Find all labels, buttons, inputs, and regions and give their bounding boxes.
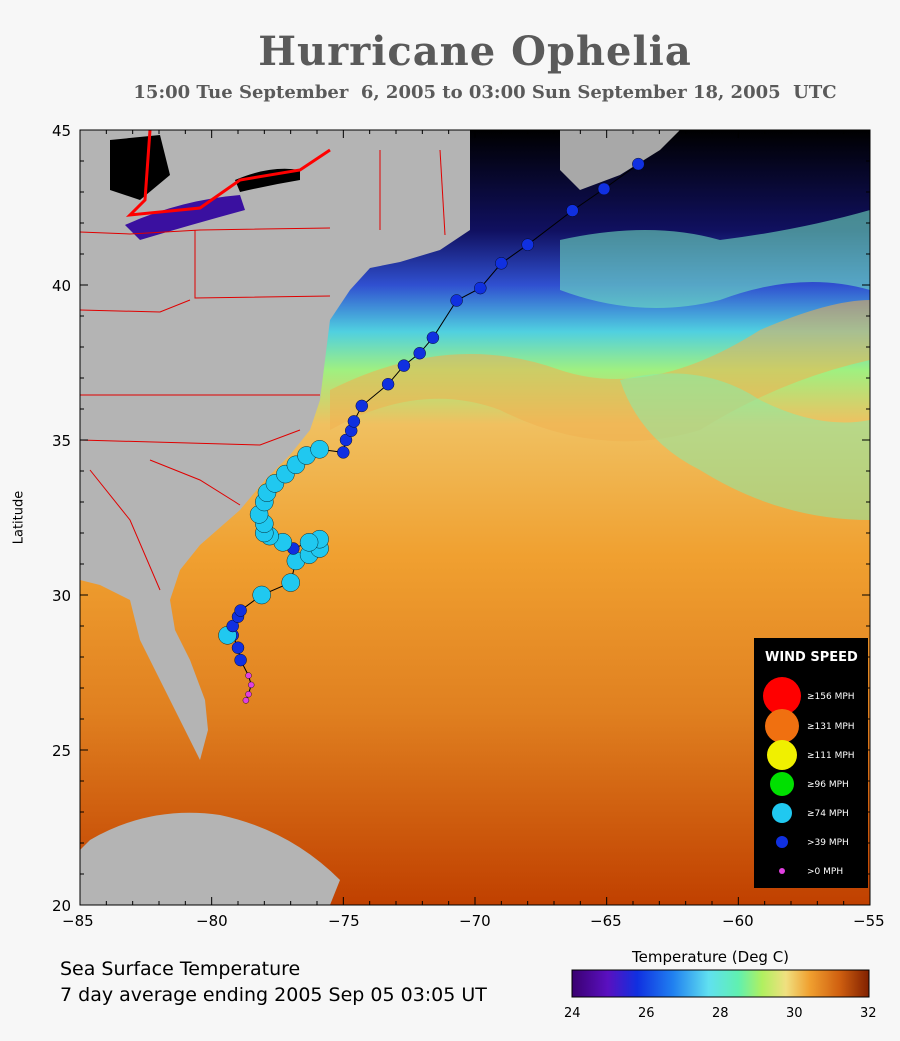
legend-marker-74 bbox=[772, 803, 792, 823]
track-point bbox=[521, 238, 534, 251]
track-point bbox=[281, 573, 300, 592]
track-point bbox=[495, 257, 508, 270]
hurricane-track bbox=[218, 157, 645, 704]
international-boundary bbox=[125, 130, 331, 217]
y-tick-label: 30 bbox=[52, 587, 72, 605]
x-tick-label: −65 bbox=[590, 912, 622, 930]
track-point bbox=[426, 331, 440, 344]
track-point bbox=[231, 641, 245, 654]
colorbar-label: 26 bbox=[638, 1006, 655, 1021]
track-point bbox=[245, 691, 252, 698]
y-tick-label: 35 bbox=[52, 432, 72, 450]
track-point bbox=[347, 415, 361, 428]
legend-title: WIND SPEED bbox=[765, 650, 858, 665]
track-point bbox=[597, 182, 611, 196]
track-point bbox=[566, 204, 579, 217]
mid-ocean-band bbox=[620, 373, 870, 520]
x-tick-label: −55 bbox=[853, 912, 885, 930]
x-tick-label: −75 bbox=[328, 912, 360, 930]
y-tick-label: 20 bbox=[52, 897, 72, 915]
legend-marker-0 bbox=[779, 868, 785, 874]
track-point bbox=[226, 619, 239, 633]
track-point bbox=[632, 157, 645, 171]
land-cuba bbox=[80, 812, 340, 905]
legend-label-39: >39 MPH bbox=[807, 838, 849, 848]
y-tick-label: 45 bbox=[52, 122, 72, 140]
track-point bbox=[242, 697, 250, 704]
track-point bbox=[355, 399, 368, 413]
track-point bbox=[337, 446, 350, 459]
legend-label-96: ≥96 MPH bbox=[807, 780, 849, 790]
land-north-america bbox=[80, 130, 470, 760]
legend-label-111: ≥111 MPH bbox=[807, 751, 855, 761]
track-point bbox=[245, 672, 252, 679]
track-point bbox=[474, 281, 487, 295]
colorbar bbox=[571, 969, 870, 998]
lake-ontario bbox=[235, 168, 300, 192]
legend-marker-111 bbox=[767, 740, 797, 770]
legend-marker-96 bbox=[770, 772, 794, 796]
legend-label-131: ≥131 MPH bbox=[807, 722, 855, 732]
land-maritimes bbox=[560, 130, 680, 190]
caption-line1: Sea Surface Temperature bbox=[60, 958, 301, 980]
legend-marker-131 bbox=[765, 709, 799, 743]
lake-erie bbox=[125, 195, 245, 240]
y-tick-label: 25 bbox=[52, 742, 72, 760]
track-point bbox=[397, 359, 411, 372]
legend-marker-156 bbox=[763, 677, 801, 715]
map-subtitle: 15:00 Tue September 6, 2005 to 03:00 Sun… bbox=[133, 82, 837, 103]
track-point bbox=[234, 653, 247, 667]
x-tick-label: −85 bbox=[62, 912, 94, 930]
legend-label-0: >0 MPH bbox=[807, 867, 843, 877]
great-lake bbox=[110, 135, 170, 200]
colorbar-title: Temperature (Deg C) bbox=[632, 948, 790, 966]
axis-ticks bbox=[79, 129, 871, 906]
legend-label-74: ≥74 MPH bbox=[807, 809, 849, 819]
track-point bbox=[381, 378, 395, 391]
map-title: Hurricane Ophelia bbox=[258, 28, 692, 75]
cool-shelf-band bbox=[560, 210, 870, 308]
track-point bbox=[234, 604, 247, 617]
colorbar-label: 32 bbox=[860, 1006, 877, 1021]
wind-speed-legend: WIND SPEED ≥156 MPH ≥131 MPH ≥111 MPH ≥9… bbox=[754, 638, 868, 888]
x-tick-label: −60 bbox=[722, 912, 754, 930]
legend-marker-39 bbox=[776, 836, 788, 848]
legend-label-156: ≥156 MPH bbox=[807, 692, 855, 702]
track-point bbox=[450, 294, 463, 307]
state-boundaries bbox=[80, 149, 446, 591]
track-point bbox=[252, 585, 271, 605]
colorbar-label: 24 bbox=[564, 1006, 581, 1021]
caption-line2: 7 day average ending 2005 Sep 05 03:05 U… bbox=[60, 984, 487, 1006]
y-tick-label: 40 bbox=[52, 277, 72, 295]
track-point bbox=[247, 681, 255, 689]
x-tick-label: −70 bbox=[459, 912, 491, 930]
track-point bbox=[310, 440, 329, 459]
track-point bbox=[413, 347, 426, 360]
colorbar-label: 30 bbox=[786, 1006, 803, 1021]
x-tick-label: −80 bbox=[196, 912, 228, 930]
colorbar-label: 28 bbox=[712, 1006, 729, 1021]
track-point bbox=[299, 533, 319, 552]
